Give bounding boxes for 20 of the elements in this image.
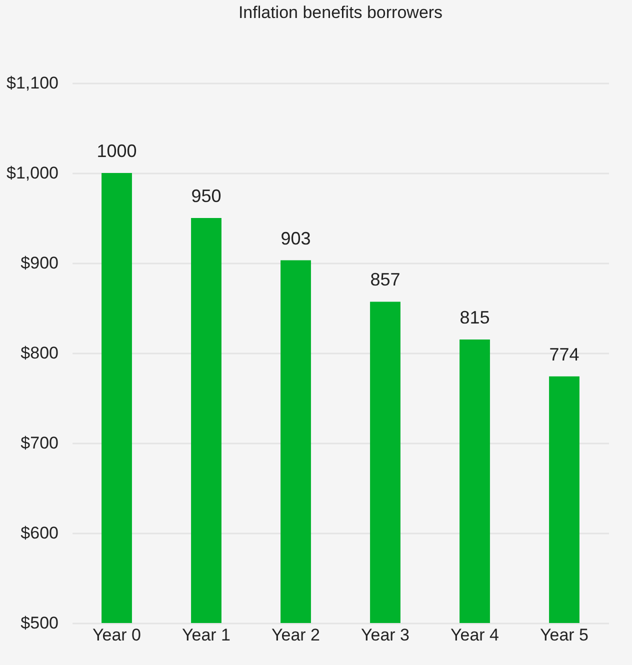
y-tick-label: $1,000 xyxy=(6,164,58,182)
x-tick-label: Year 3 xyxy=(360,626,410,644)
data-label: 857 xyxy=(370,270,400,290)
y-tick-label: $800 xyxy=(20,344,58,362)
x-tick-label: Year 1 xyxy=(182,626,231,644)
chart-title: Inflation benefits borrowers xyxy=(238,3,443,22)
x-tick-label: Year 5 xyxy=(540,626,589,644)
x-tick-label: Year 2 xyxy=(271,626,320,644)
y-tick-label: $900 xyxy=(20,254,58,272)
y-tick-label: $600 xyxy=(20,524,58,542)
x-tick-label: Year 0 xyxy=(92,626,142,644)
y-tick-label: $1,100 xyxy=(6,74,58,92)
x-tick-label: Year 4 xyxy=(450,626,500,644)
data-label: 903 xyxy=(280,228,311,248)
y-tick-label: $500 xyxy=(20,614,58,632)
data-label: 774 xyxy=(549,344,580,364)
data-label: 1000 xyxy=(96,141,137,161)
data-label: 815 xyxy=(460,308,490,328)
y-tick-label: $700 xyxy=(20,434,58,452)
data-label: 950 xyxy=(191,186,222,206)
